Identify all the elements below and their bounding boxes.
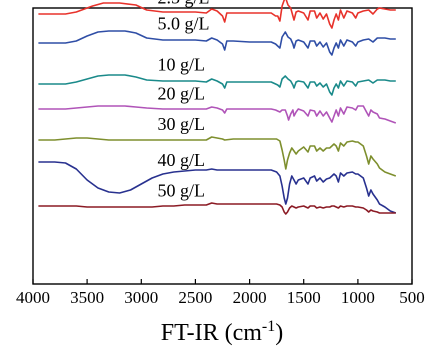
series-label-8: 50 g/L xyxy=(158,181,206,201)
series-label-3: 5.0 g/L xyxy=(158,13,210,33)
series-label-2: 2.5 g/L xyxy=(158,0,210,7)
spectrum-trace-3 xyxy=(38,30,396,56)
series-label-5: 20 g/L xyxy=(158,84,206,104)
spectrum-trace-4 xyxy=(38,74,396,96)
x-tick-label-1500: 1500 xyxy=(287,288,321,307)
series-label-7: 40 g/L xyxy=(158,150,206,170)
spectrum-trace-5 xyxy=(38,105,397,124)
x-tick-label-1000: 1000 xyxy=(341,288,375,307)
plot-frame xyxy=(32,7,413,285)
spectrum-trace-7 xyxy=(38,161,397,214)
x-axis-title-main: FT-IR (cm xyxy=(161,320,262,346)
x-tick-label-4000: 4000 xyxy=(16,288,50,307)
x-axis-title-superscript: -1 xyxy=(262,318,275,335)
x-tick-labels-group: 4000 3500 3000 2500 2000 1500 1000 500 xyxy=(16,288,425,307)
series-labels-group: 1.0 g/L2.5 g/L5.0 g/L10 g/L20 g/L30 g/L4… xyxy=(158,0,210,201)
x-axis-title-suffix: ) xyxy=(275,320,283,346)
spectrum-trace-6 xyxy=(38,136,397,177)
x-tick-label-2500: 2500 xyxy=(178,288,212,307)
x-tick-label-2000: 2000 xyxy=(233,288,267,307)
spectra-group xyxy=(38,0,397,215)
x-axis-title: FT-IR (cm-1) xyxy=(161,318,283,346)
x-tick-label-500: 500 xyxy=(399,288,425,307)
x-tick-label-3500: 3500 xyxy=(70,288,104,307)
x-tick-label-3000: 3000 xyxy=(124,288,158,307)
series-label-4: 10 g/L xyxy=(158,55,206,75)
spectrum-trace-8 xyxy=(38,202,396,215)
x-ticks-group xyxy=(32,279,413,284)
spectrum-trace-2 xyxy=(38,0,396,29)
series-label-6: 30 g/L xyxy=(158,114,206,134)
